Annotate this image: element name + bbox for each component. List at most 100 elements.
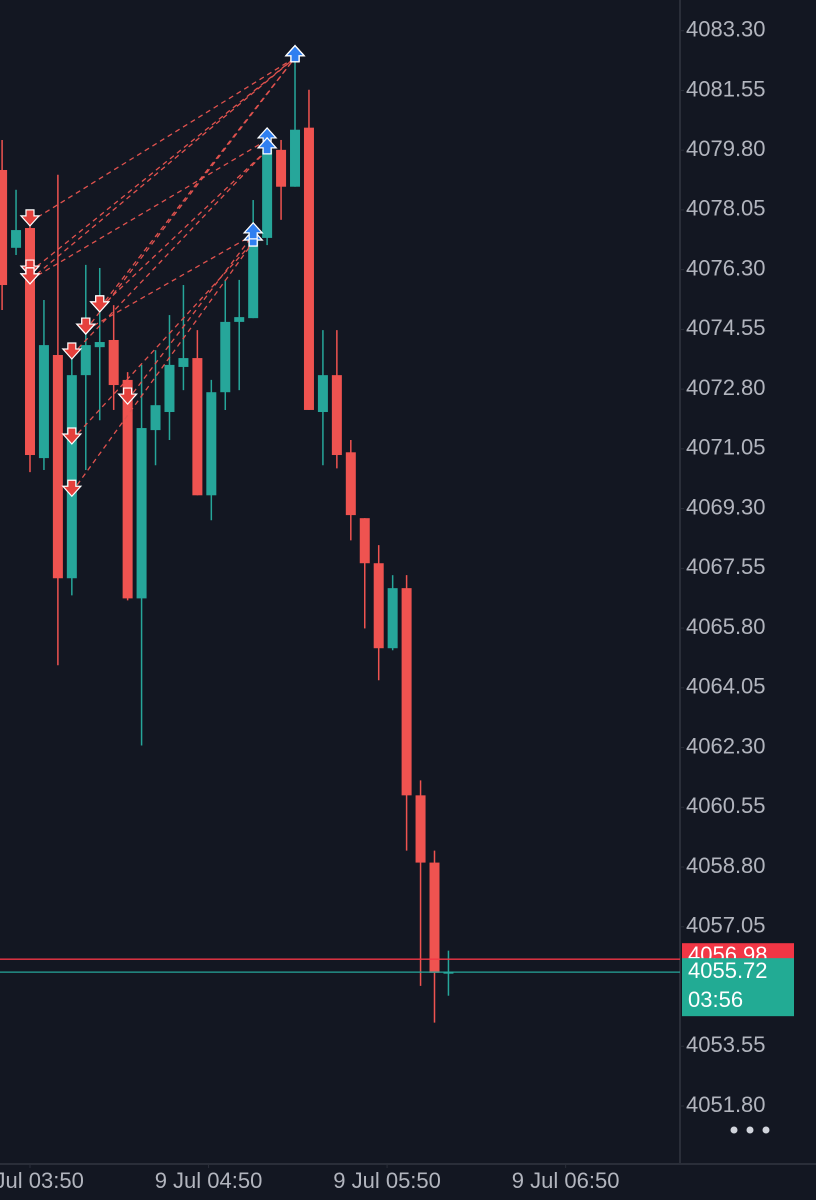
candle-body <box>303 127 314 410</box>
candle <box>303 89 314 410</box>
candle-body <box>94 342 105 348</box>
candle <box>276 139 287 220</box>
candle <box>164 315 175 440</box>
y-tick-label: 4058.80 <box>686 853 766 878</box>
candle <box>80 264 91 471</box>
entry-arrow <box>19 209 41 227</box>
candle-body <box>359 518 370 564</box>
candle-body <box>192 358 203 496</box>
candle-body <box>248 234 259 319</box>
y-tick-label: 4064.05 <box>686 674 766 699</box>
candle-body <box>234 317 245 322</box>
y-tick-label: 4067.55 <box>686 554 766 579</box>
y-tick-label: 4074.55 <box>686 315 766 340</box>
menu-dot <box>762 1126 770 1134</box>
candle-body <box>24 228 35 456</box>
candle <box>11 189 22 255</box>
y-tick-label: 4060.55 <box>686 793 766 818</box>
candle-body <box>443 972 454 974</box>
candle-body <box>108 339 119 386</box>
candle <box>220 279 231 410</box>
trade-link <box>85 57 296 331</box>
y-tick-label: 4053.55 <box>686 1032 766 1057</box>
price-label: 4055.72 <box>688 958 768 983</box>
x-tick-label: 9 Jul 03:50 <box>0 1168 84 1193</box>
candle-body <box>178 358 189 367</box>
candle-body <box>220 321 231 393</box>
candle-body <box>11 230 22 248</box>
trade-link <box>99 149 268 309</box>
trade-link <box>71 241 254 493</box>
y-tick-label: 4057.05 <box>686 913 766 938</box>
y-tick-label: 4083.30 <box>686 17 766 42</box>
candle <box>108 305 119 410</box>
entry-arrow <box>19 267 41 285</box>
candle <box>94 267 105 421</box>
x-tick-label: 9 Jul 06:50 <box>512 1168 620 1193</box>
trade-link <box>29 139 268 281</box>
y-tick-label: 4069.30 <box>686 494 766 519</box>
y-tick-label: 4065.80 <box>686 614 766 639</box>
entry-arrow <box>61 342 83 360</box>
trade-link <box>99 57 296 309</box>
candle <box>401 575 412 851</box>
y-tick-label: 4051.80 <box>686 1092 766 1117</box>
plot-area <box>0 44 454 1023</box>
candle-body <box>164 364 175 413</box>
y-tick-label: 4062.30 <box>686 733 766 758</box>
candle-body <box>331 375 342 456</box>
candle-body <box>52 355 63 579</box>
exit-arrow <box>284 44 306 63</box>
candle-body <box>206 392 217 496</box>
candle <box>66 345 77 596</box>
candle <box>234 279 245 391</box>
candle-body <box>0 169 8 286</box>
x-tick-label: 9 Jul 04:50 <box>155 1168 263 1193</box>
candle <box>150 350 161 466</box>
entry-arrow <box>61 427 83 445</box>
candle <box>290 59 301 187</box>
menu-dot <box>746 1126 754 1134</box>
candle <box>317 330 328 466</box>
entry-arrow <box>89 295 111 313</box>
candle-body <box>290 129 301 187</box>
candle <box>24 215 35 473</box>
candle-body <box>262 149 273 238</box>
exit-arrow <box>256 136 278 155</box>
trade-link <box>71 149 268 356</box>
candle <box>373 545 384 681</box>
candle <box>331 330 342 469</box>
candle <box>359 518 370 629</box>
y-tick-label: 4078.05 <box>686 196 766 221</box>
more-menu[interactable] <box>730 1126 770 1134</box>
candle-body <box>276 149 287 187</box>
entry-arrow <box>61 479 83 498</box>
exit-arrow <box>242 221 264 240</box>
axes: 4083.30 4081.55 4079.80 4078.05 4076.30 4074.… <box>0 17 766 1193</box>
candle <box>415 780 426 986</box>
candle-body <box>150 405 161 431</box>
candle <box>345 439 356 541</box>
candle-body <box>80 345 91 376</box>
y-tick-label: 4081.55 <box>686 76 766 101</box>
candle-body <box>136 428 147 599</box>
candle <box>38 300 49 471</box>
candle-body <box>317 375 328 413</box>
y-tick-label: 4071.05 <box>686 435 766 460</box>
trade-link <box>29 57 296 223</box>
x-tick-label: 9 Jul 05:50 <box>333 1168 441 1193</box>
countdown-label: 03:56 <box>688 987 743 1012</box>
candle-body <box>387 588 398 649</box>
trade-link <box>29 57 296 281</box>
candle <box>192 330 203 496</box>
entry-arrow <box>75 317 97 335</box>
candle <box>443 950 454 996</box>
entry-arrow <box>117 387 138 405</box>
y-tick-label: 4076.30 <box>686 255 766 280</box>
candle <box>122 372 133 601</box>
candle <box>206 379 217 521</box>
trade-link <box>29 57 296 273</box>
candle-body <box>373 563 384 649</box>
trade-link <box>127 234 254 401</box>
